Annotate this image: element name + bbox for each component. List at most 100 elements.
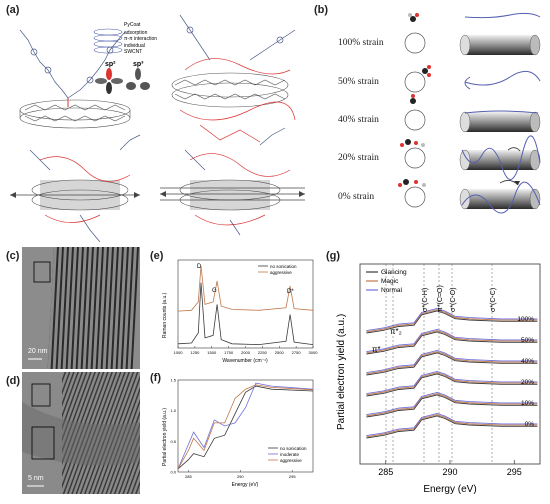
panel-a-legend xyxy=(93,28,123,54)
scale-bar-c: 20 nm xyxy=(28,348,48,355)
cross-section-40 xyxy=(404,109,426,131)
strain-label-50: 50% strain xyxy=(338,77,379,87)
chart-e-raman: Raman counts (a.u.) Wavenumber (cm⁻¹) 10… xyxy=(162,259,318,364)
polymer-chain-bottom-left xyxy=(39,156,131,223)
axis-label-x-e: Wavenumber (cm⁻¹) xyxy=(222,358,268,364)
g-xtick-1: 290 xyxy=(442,467,457,477)
roi-box-d2 xyxy=(31,426,55,460)
legend-g-normal: Normal xyxy=(381,287,403,294)
annotation-co2: σ*(C-O) xyxy=(450,287,457,312)
molecule-icons xyxy=(398,13,431,187)
g-series-5-2 xyxy=(366,413,538,437)
g-series-4-0 xyxy=(366,394,538,418)
e-xtick-2: 1500 xyxy=(207,350,217,355)
chart-g-stacked-nexafs: Partial electron yield (a.u.) Energy (eV… xyxy=(336,263,541,495)
legend-adsorption: adsorption xyxy=(124,30,148,36)
panel-label-e: (e) xyxy=(150,250,164,262)
annotation-d: D xyxy=(197,264,202,270)
legend-f-nosonication: no sonication xyxy=(280,446,307,451)
g-offset-label-5: 0% xyxy=(525,421,535,428)
legend-pycoat: PyCoat xyxy=(124,22,141,28)
f-series-2 xyxy=(177,384,314,470)
nanotube-bottom-left xyxy=(31,179,129,211)
g-series-2-2 xyxy=(366,350,538,374)
polymer-chain-bottom-left-blue xyxy=(29,134,141,243)
f-ytick-1: 0.5 xyxy=(170,439,176,444)
cylinder-40 xyxy=(459,110,541,133)
panel-label-g: (g) xyxy=(326,250,341,262)
arrow-left-icon xyxy=(160,191,166,197)
legend-e: no sonication aggressive xyxy=(258,264,297,275)
tem-image-c: 20 nm xyxy=(22,247,140,369)
legend-individual: individual xyxy=(124,43,145,49)
legend-f-aggressive: aggressive xyxy=(280,458,302,463)
tem-image-d: 5 nm xyxy=(22,372,140,494)
g-offset-label-2: 40% xyxy=(521,358,534,365)
g-series-4-1 xyxy=(366,393,538,417)
scale-bar-d: 5 nm xyxy=(28,475,44,482)
plot-area-f xyxy=(177,379,314,473)
legend-pi-pi: π-π interaction xyxy=(124,36,157,42)
legend-swcnt: SWCNT xyxy=(124,49,142,55)
g-series-0-2 xyxy=(366,308,538,332)
g-series-4-2 xyxy=(366,392,538,416)
legend-f: no sonication moderate aggressive xyxy=(268,446,307,463)
f-xtick-2: 295 xyxy=(289,474,296,479)
e-xtick-5: 2250 xyxy=(258,350,268,355)
polymer-chain-bottom-right xyxy=(189,153,291,226)
g-offset-label-0: 100% xyxy=(517,316,534,323)
axis-label-y-e: Raman counts (a.u.) xyxy=(162,292,168,338)
e-xtick-3: 1750 xyxy=(224,350,234,355)
strain-label-20: 20% strain xyxy=(338,153,379,163)
g-series-3-2 xyxy=(366,371,538,395)
annotation-pi2: π*₂ xyxy=(390,327,402,336)
polymer-wire-50 xyxy=(464,70,541,86)
annotation-dstar: D* xyxy=(287,289,294,295)
g-series-0-0 xyxy=(366,310,538,334)
g-series-3-1 xyxy=(366,372,538,396)
rotation-arrow-icon xyxy=(507,147,521,152)
chart-f-nexafs: Partial electron yield (a.u.) Energy (eV… xyxy=(162,378,314,488)
annotation-pi1: π* xyxy=(372,345,381,354)
e-series-0 xyxy=(177,282,314,346)
g-series-1-0 xyxy=(366,331,538,355)
f-xtick-1: 290 xyxy=(237,474,244,479)
legend-g-magic: Magic xyxy=(381,278,399,285)
cross-section-50 xyxy=(404,71,426,93)
roi-box-c xyxy=(33,261,51,283)
panel-a-schematic: PyCoat adsorption π-π interaction indivi… xyxy=(10,14,305,243)
annotation-ch: σ*(C-H) xyxy=(422,288,429,312)
polymer-wire-free xyxy=(464,12,541,19)
legend-g-glancing: Glancing xyxy=(381,269,407,276)
panel-label-b: (b) xyxy=(314,4,329,16)
legend-e-nosonication: no sonication xyxy=(270,264,297,269)
g-xtick-0: 285 xyxy=(378,467,393,477)
f-ytick-0: 0.0 xyxy=(170,470,176,475)
axis-label-y-f: Partial electron yield (a.u.) xyxy=(162,408,168,466)
panel-label-f: (f) xyxy=(150,372,161,384)
strain-label-0: 0% strain xyxy=(338,192,375,202)
g-series-2-1 xyxy=(366,351,538,375)
f-xtick-0: 285 xyxy=(185,474,192,479)
polymer-chain-top-right-blue xyxy=(179,14,296,61)
g-offset-label-1: 50% xyxy=(521,337,534,344)
strain-label-40: 40% strain xyxy=(338,115,379,125)
f-ytick-3: 1.5 xyxy=(170,378,176,383)
e-xtick-1: 1250 xyxy=(190,350,200,355)
g-series-3-0 xyxy=(366,373,538,397)
axis-label-x-f: Energy (eV) xyxy=(232,482,259,488)
cross-section-20 xyxy=(404,147,426,169)
g-series-1-2 xyxy=(366,329,538,353)
g-xtick-2: 295 xyxy=(507,467,522,477)
annotation-co1: π*(C=O) xyxy=(437,285,444,312)
e-xtick-7: 2750 xyxy=(292,350,302,355)
arrow-right-icon xyxy=(134,192,140,198)
g-series-2-0 xyxy=(366,352,538,376)
orbital-label-sp2: sp² xyxy=(105,61,116,68)
e-xtick-0: 1000 xyxy=(174,350,184,355)
cross-section-100 xyxy=(404,32,426,54)
e-xtick-6: 2500 xyxy=(275,350,285,355)
axis-label-y-g: Partial electron yield (a.u.) xyxy=(336,314,347,430)
annotation-cc: σ*(C-C) xyxy=(490,288,497,312)
panel-label-a: (a) xyxy=(6,4,20,16)
